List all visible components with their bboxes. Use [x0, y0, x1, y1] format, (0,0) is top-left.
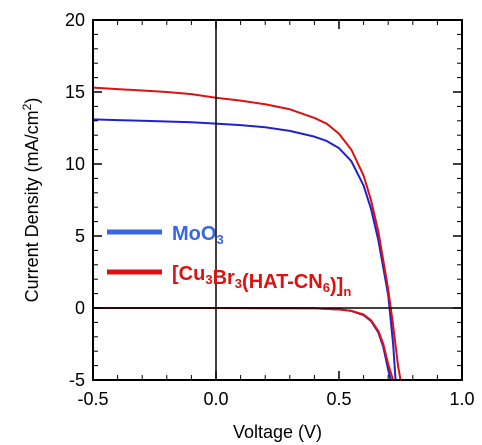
- legend-label-1: [Cu3Br3(HAT-CN6)]n: [172, 263, 351, 299]
- series-1-light-curve: [93, 86, 402, 380]
- x-axis-title: Voltage (V): [233, 422, 322, 442]
- x-tick-label: -0.5: [77, 389, 108, 409]
- series-0-light-curve: [93, 118, 397, 380]
- series-0-dark-curve: [93, 307, 392, 380]
- y-tick-label: 5: [75, 226, 85, 246]
- y-tick-label: 15: [65, 82, 85, 102]
- y-tick-label: 20: [65, 10, 85, 30]
- tick-labels-layer: -0.5 0.0 0.5 1.0 -5 0 5 10 15 20: [65, 10, 475, 409]
- x-tick-label: 0.5: [326, 389, 351, 409]
- y-axis-title-suffix: ): [22, 98, 42, 104]
- y-tick-label: 10: [65, 154, 85, 174]
- y-tick-label: -5: [69, 370, 85, 390]
- y-tick-label: 0: [75, 298, 85, 318]
- y-axis-title: Current Density (mA/cm2): [20, 98, 42, 303]
- zero-lines: [93, 20, 462, 380]
- x-tick-label: 0.0: [203, 389, 228, 409]
- y-axis-title-superscript: 2: [20, 103, 34, 110]
- series-1-dark-curve: [93, 307, 395, 380]
- ticks-layer: [92, 19, 463, 381]
- plot-frame: [92, 19, 463, 381]
- x-tick-label: 1.0: [449, 389, 474, 409]
- legend: MoO3 [Cu3Br3(HAT-CN6)]n: [107, 223, 351, 299]
- y-axis-title-text: Current Density (mA/cm: [22, 110, 42, 302]
- legend-label-0: MoO3: [172, 223, 224, 247]
